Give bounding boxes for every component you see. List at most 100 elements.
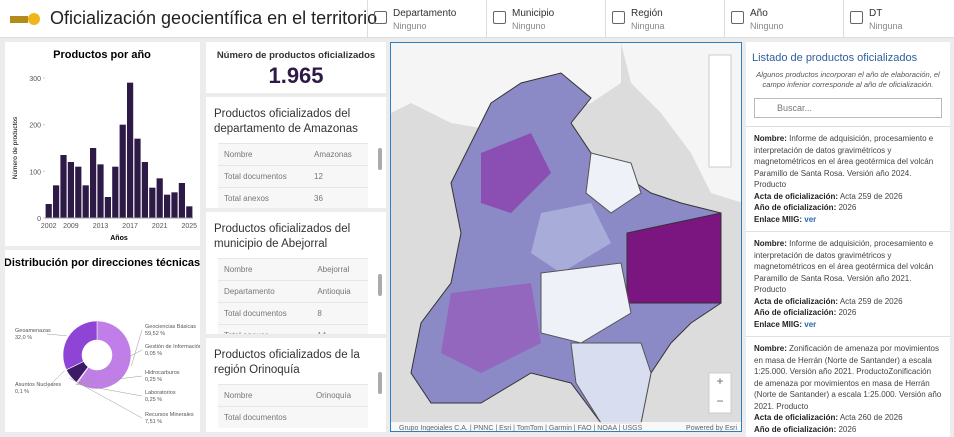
bar-chart: Productos por año 0 100 200 300 2002 2009 2013 2…: [12, 49, 198, 242]
item-line: Nombre: Informe de adquisición, procesam…: [754, 238, 942, 296]
powered-by: Powered by Esri: [686, 425, 737, 432]
x-tick-label: 2025: [182, 223, 198, 230]
slice-value: 0,05 %: [145, 351, 162, 357]
slice-value: 32,0 %: [15, 335, 32, 341]
table-row: Nombre Abejorral: [218, 258, 368, 281]
list-title: Listado de productos oficializados: [752, 52, 918, 64]
item-value: Zonificación de amenaza por movimientos …: [754, 344, 942, 411]
leader-line: [46, 370, 65, 389]
table-cell: Total documentos: [218, 165, 308, 188]
table-card: Productos oficializados del departamento…: [206, 97, 386, 208]
table-row: Nombre Amazonas: [218, 143, 368, 166]
map-canvas: + − Grupo Ingeoiales C.A. | PNNC | Esri |…: [391, 43, 741, 432]
filter[interactable]: Año Ninguno: [724, 0, 842, 38]
filter-label: DT: [869, 8, 883, 19]
item-label: Acta de oficialización:: [754, 296, 839, 306]
scrollbar: [378, 148, 382, 170]
bar: [104, 197, 112, 218]
app-title: Oficialización geocientífica en el terri…: [50, 8, 378, 28]
table-cell: Nombre: [218, 143, 308, 166]
leader-line: [131, 329, 143, 366]
slice-label: Geociencias Básicas: [145, 324, 196, 330]
item-value[interactable]: ver: [804, 319, 817, 329]
table: Nombre Amazonas Total documentos 12 Total an…: [218, 143, 368, 208]
item-label: Año de oficialización:: [754, 424, 837, 434]
bar: [156, 178, 163, 218]
map[interactable]: + − Grupo Ingeoiales C.A. | PNNC | Esri |…: [390, 42, 742, 432]
slice-value: 59,52 %: [145, 331, 165, 337]
table-cell: [309, 406, 368, 428]
slice-value: 0,1 %: [15, 389, 29, 395]
leader-line: [76, 375, 143, 385]
bar-card: Productos por año 0 100 200 300 2002 2009 2013 2…: [5, 42, 200, 246]
leader-line: [46, 333, 67, 337]
item-label: Año de oficialización:: [754, 203, 837, 212]
filter-value: Ninguno: [750, 21, 784, 31]
item-line: Acta de oficialización: Acta 259 de 2026: [754, 296, 942, 308]
x-tick-label: 2021: [152, 223, 168, 230]
table-cell: Departamento: [218, 280, 312, 303]
list-item: Nombre: Zonificación de amenaza por movi…: [746, 337, 950, 437]
table: Nombre Orinoquía Total documentos: [218, 384, 368, 428]
bar: [52, 185, 60, 218]
filter[interactable]: Municipio Ninguno: [486, 0, 604, 38]
table-row: Total documentos 12: [218, 165, 368, 188]
filter[interactable]: Departamento Ninguno: [367, 0, 485, 38]
item-label: Año de oficialización:: [754, 308, 837, 317]
slice-label: Geoamenazas: [15, 328, 51, 334]
list-items: Nombre: Informe de adquisición, procesam…: [746, 126, 950, 437]
table-title: Productos oficializados del departamento…: [214, 108, 358, 135]
item-value: Acta 260 de 2026: [839, 413, 903, 422]
item-label: Nombre:: [754, 134, 787, 143]
x-tick-label: 2017: [122, 223, 138, 230]
scrollbar: [378, 372, 382, 394]
slice-label: Recursos Minerales: [145, 412, 194, 418]
x-tick-label: 2002: [41, 223, 57, 230]
svg-text:−: −: [716, 394, 723, 408]
filter[interactable]: Región Ninguna: [605, 0, 723, 38]
table-row: Departamento Antioquia: [218, 280, 368, 303]
item-line: Nombre: Zonificación de amenaza por movi…: [754, 343, 942, 412]
table-cell: 8: [311, 302, 368, 325]
list-note: Algunos productos incorporan el año de e…: [756, 70, 940, 89]
table-row: Total documentos: [218, 406, 368, 428]
table-title: Productos oficializados de la región Ori…: [214, 349, 360, 376]
zoom-controls[interactable]: [708, 372, 732, 414]
table-cell: Orinoquía: [309, 384, 368, 407]
list-item: Nombre: Informe de adquisición, procesam…: [746, 127, 950, 232]
map-tools[interactable]: [708, 54, 732, 168]
search-box[interactable]: Buscar...: [754, 98, 942, 118]
item-value: Informe de adquisición, procesamiento e …: [754, 239, 934, 294]
filter-label: Municipio: [512, 8, 555, 19]
slice-label: Laboratorios: [145, 390, 176, 396]
item-value[interactable]: ver: [804, 214, 817, 224]
pie-slice: [62, 320, 98, 371]
filter[interactable]: DT Ninguna: [843, 0, 954, 38]
leader-line: [76, 349, 143, 385]
table-cell: 14: [311, 324, 368, 334]
bar: [163, 194, 171, 218]
bar: [134, 138, 141, 218]
item-label: Enlace MIIG:: [754, 319, 803, 329]
table-cell: Total documentos: [218, 302, 312, 325]
kpi-value: 1.965: [268, 63, 324, 88]
bar: [89, 148, 97, 218]
bar: [149, 187, 156, 218]
table-row: Total anexos14: [218, 324, 368, 334]
filter-icon: [374, 11, 387, 24]
bar: [82, 185, 89, 218]
table-cell: Total documentos: [218, 406, 310, 428]
item-line: Año de oficialización: 2026: [754, 202, 942, 214]
item-line: Nombre: Informe de adquisición, procesam…: [754, 133, 942, 191]
filter-label: Departamento: [393, 8, 457, 19]
table-row: Nombre Orinoquía: [218, 384, 368, 407]
table-card: Productos oficializados del municipio de…: [206, 212, 386, 334]
item-line: Año de oficialización: 2026: [754, 424, 942, 436]
leader-line: [75, 383, 143, 397]
table-row: Total anexos 36: [218, 187, 368, 208]
table-cell: Antioquia: [311, 280, 368, 303]
list-panel: Listado de productos oficializados Algun…: [746, 42, 950, 437]
bar: [186, 206, 193, 218]
item-value: Acta 259 de 2026: [839, 191, 903, 201]
